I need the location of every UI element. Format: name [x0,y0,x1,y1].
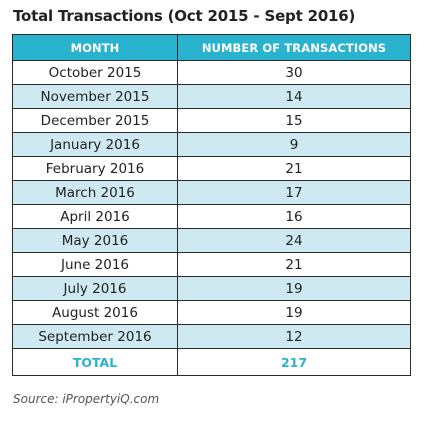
column-header-month: MONTH [12,34,178,61]
transactions-table: MONTH NUMBER OF TRANSACTIONS October 201… [12,34,411,376]
transactions-cell: 12 [177,324,411,349]
month-cell: December 2015 [12,108,178,133]
month-cell: June 2016 [12,252,178,277]
month-cell: March 2016 [12,180,178,205]
total-row: TOTAL 217 [12,348,411,376]
table-row: April 2016 16 [12,204,411,229]
transactions-cell: 19 [177,276,411,301]
table-row: November 2015 14 [12,84,411,109]
column-header-transactions: NUMBER OF TRANSACTIONS [177,34,411,61]
table-row: October 2015 30 [12,60,411,85]
transactions-cell: 30 [177,60,411,85]
chart-title: Total Transactions (Oct 2015 - Sept 2016… [13,7,356,25]
transactions-cell: 16 [177,204,411,229]
month-cell: January 2016 [12,132,178,157]
total-value: 217 [177,348,411,376]
month-cell: November 2015 [12,84,178,109]
transactions-cell: 15 [177,108,411,133]
transactions-cell: 14 [177,84,411,109]
month-cell: February 2016 [12,156,178,181]
month-cell: April 2016 [12,204,178,229]
transactions-cell: 9 [177,132,411,157]
table-row: February 2016 21 [12,156,411,181]
transactions-cell: 24 [177,228,411,253]
table-row: September 2016 12 [12,324,411,349]
month-cell: July 2016 [12,276,178,301]
source-note: Source: iPropertyiQ.com [13,392,160,406]
table-row: August 2016 19 [12,300,411,325]
table-body: October 2015 30 November 2015 14 December 20… [12,60,411,349]
month-cell: May 2016 [12,228,178,253]
month-cell: October 2015 [12,60,178,85]
table-header-row: MONTH NUMBER OF TRANSACTIONS [12,34,411,61]
transactions-cell: 19 [177,300,411,325]
table-row: June 2016 21 [12,252,411,277]
month-cell: August 2016 [12,300,178,325]
table-row: July 2016 19 [12,276,411,301]
transactions-cell: 21 [177,156,411,181]
table-row: May 2016 24 [12,228,411,253]
transactions-cell: 17 [177,180,411,205]
total-label: TOTAL [12,348,178,376]
table-row: January 2016 9 [12,132,411,157]
table-row: March 2016 17 [12,180,411,205]
month-cell: September 2016 [12,324,178,349]
transactions-cell: 21 [177,252,411,277]
table-row: December 2015 15 [12,108,411,133]
